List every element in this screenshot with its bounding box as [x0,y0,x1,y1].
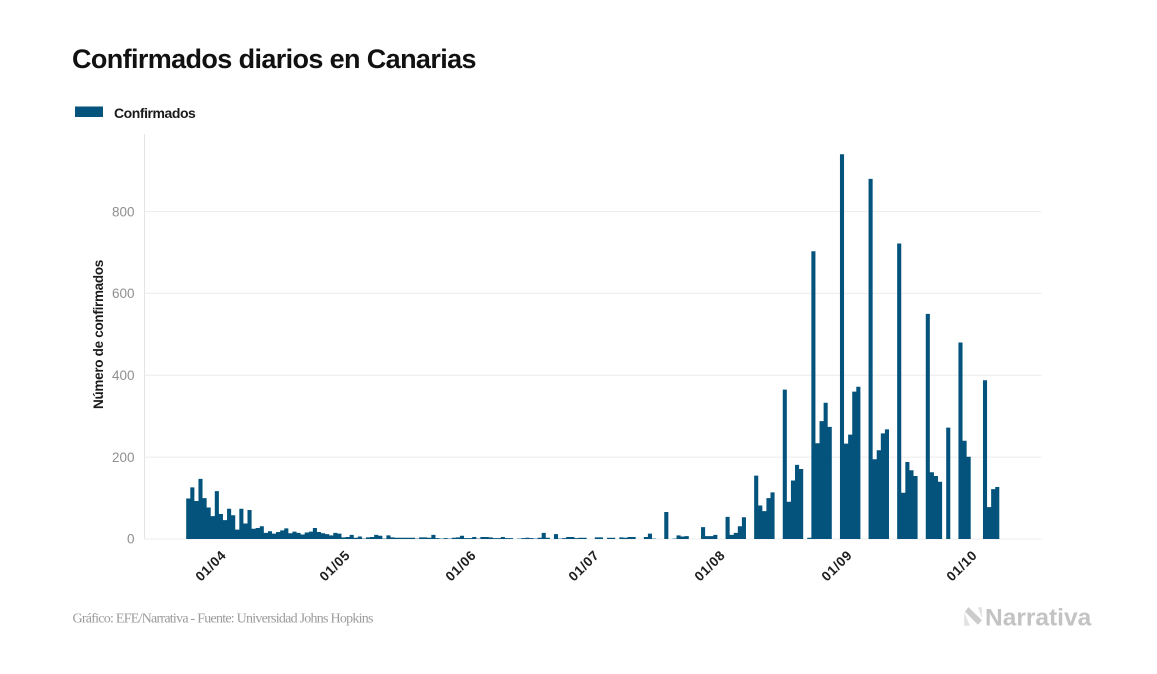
svg-text:Confirmados diarios en Canaria: Confirmados diarios en Canarias [72,44,476,74]
svg-text:Narrativa: Narrativa [985,605,1092,632]
svg-text:600: 600 [112,286,135,301]
svg-text:200: 200 [112,450,135,465]
svg-text:800: 800 [112,204,135,219]
svg-text:0: 0 [127,532,135,547]
svg-text:Gráfico: EFE/Narrativa - Fuent: Gráfico: EFE/Narrativa - Fuente: Univers… [73,612,374,627]
svg-text:Número de confirmados: Número de confirmados [91,260,106,409]
svg-text:Confirmados: Confirmados [114,105,196,121]
svg-text:400: 400 [112,368,135,383]
